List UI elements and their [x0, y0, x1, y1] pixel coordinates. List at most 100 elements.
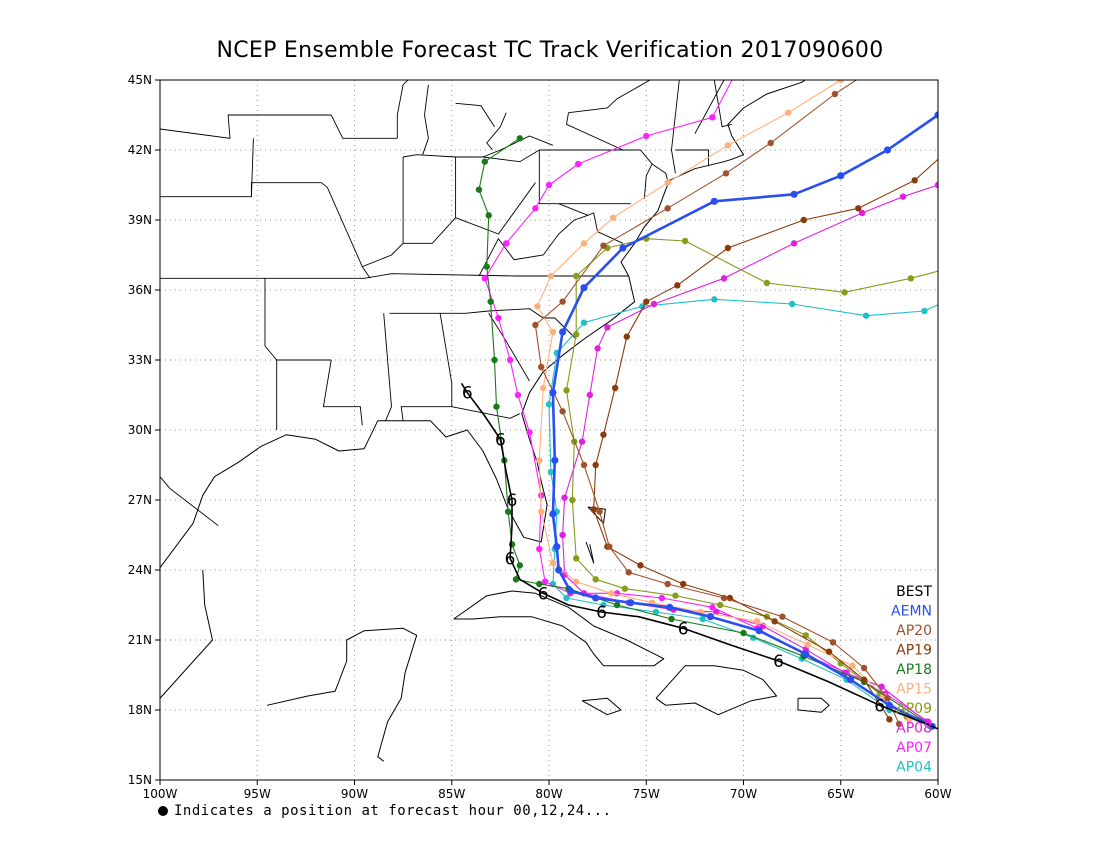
track-position-point: [724, 244, 732, 252]
track-position-point: [481, 158, 489, 165]
coastline: [585, 541, 595, 564]
track-position-point: [563, 594, 570, 602]
track-position-point: [710, 197, 718, 205]
track-position-point: [664, 205, 671, 212]
track-position-point: [788, 300, 796, 308]
track-position-point: [802, 650, 810, 658]
state-border: [713, 80, 732, 128]
track-position-point: [534, 303, 541, 310]
track-position-point: [600, 431, 607, 438]
track-position-point: [699, 615, 706, 623]
track-position-point: [837, 80, 844, 84]
state-border: [488, 313, 530, 382]
track-position-point: [561, 494, 568, 501]
track-position-point: [911, 177, 918, 184]
track-position-point: [674, 282, 681, 289]
x-tick-label: 90W: [341, 787, 368, 801]
grid-lines: [160, 80, 938, 780]
track-position-point: [790, 190, 798, 198]
footnote-text: Indicates a position at forecast hour 00…: [174, 803, 612, 819]
track-position-point: [882, 46, 888, 52]
track-position-point: [516, 135, 524, 142]
track-position-point: [1003, 270, 1009, 276]
track-position-point: [506, 356, 514, 364]
track-position-point: [538, 508, 545, 515]
track-position-point: [825, 648, 833, 655]
track-position-point: [609, 214, 617, 221]
track-position-point: [716, 601, 724, 609]
track-position-point: [580, 319, 588, 326]
track-position-point: [878, 683, 885, 690]
state-border: [538, 150, 631, 205]
hurricane-symbol-icon: 6: [538, 584, 549, 604]
track-position-point: [884, 695, 891, 702]
coastline: [797, 697, 830, 713]
track-position-point: [650, 300, 658, 308]
legend: BEST AEMN AP20 AP19 AP18 AP15 AP09 AP08 AP07 AP04: [891, 584, 932, 776]
track-position-point: [493, 403, 500, 410]
state-border: [305, 80, 307, 81]
x-tick-label: 100W: [143, 787, 178, 801]
y-tick-label: 18N: [128, 703, 152, 717]
state-border: [478, 214, 589, 277]
state-border: [160, 182, 328, 198]
track-position-point: [573, 331, 580, 338]
track-position-point: [860, 664, 868, 672]
state-border: [568, 80, 715, 114]
track-position-point: [563, 387, 570, 394]
track-position-point: [637, 562, 644, 569]
track-position-point: [606, 543, 613, 550]
track-ap20: [532, 80, 903, 728]
storm-tracks: 6 6 6 6 6 6 6 6 6: [460, 46, 1009, 730]
track-position-point: [580, 461, 588, 469]
track-position-point: [594, 345, 601, 352]
legend-item-ap09: AP09: [896, 701, 932, 717]
axis-ticks: 100W 95W 90W 85W 80W 75W 70W 65W 60W 15N 18N 21N 24N…: [128, 73, 952, 801]
track-position-point: [976, 193, 982, 199]
track-position-point: [722, 170, 730, 177]
track-line: [565, 238, 938, 718]
state-border: [361, 266, 371, 279]
track-position-point: [573, 578, 580, 585]
legend-item-ap19: AP19: [896, 643, 932, 659]
track-position-point: [545, 401, 553, 408]
track-position-point: [559, 531, 566, 539]
hurricane-symbol-icon: 6: [596, 603, 607, 623]
track-position-point: [627, 599, 635, 607]
track-position-point: [934, 111, 938, 119]
track-position-point: [706, 613, 715, 621]
state-border: [481, 135, 554, 163]
y-tick-label: 27N: [128, 493, 152, 507]
state-border: [264, 278, 278, 430]
state-border: [160, 114, 332, 139]
track-position-point: [539, 384, 547, 392]
track-position-point: [658, 594, 666, 602]
track-position-point: [711, 296, 718, 303]
hurricane-symbol-icon: 6: [507, 491, 518, 511]
track-position-point: [573, 272, 580, 280]
hurricane-symbol-icon: 6: [678, 619, 689, 639]
track-position-point: [802, 632, 809, 639]
track-position-point: [724, 142, 732, 149]
track-position-point: [621, 585, 629, 592]
track-position-point: [592, 576, 599, 583]
hurricane-symbol-icon: 6: [495, 430, 506, 450]
track-position-point: [713, 608, 720, 616]
track-position-point: [487, 298, 494, 305]
coastline: [160, 569, 213, 699]
track-position-point: [516, 562, 524, 569]
track-position-point: [596, 508, 603, 515]
track-position-point: [934, 181, 938, 189]
track-position-point: [578, 438, 586, 445]
state-border: [330, 114, 398, 139]
y-tick-label: 45N: [128, 73, 152, 87]
track-position-point: [475, 186, 483, 193]
state-border: [694, 80, 725, 134]
track-ap19: [590, 158, 938, 723]
track-position-point: [665, 603, 674, 611]
coastline: [266, 627, 418, 762]
track-position-point: [504, 508, 512, 515]
track-position-point: [547, 468, 555, 476]
track-best: 6 6 6 6 6 6 6 6 6: [460, 382, 938, 730]
